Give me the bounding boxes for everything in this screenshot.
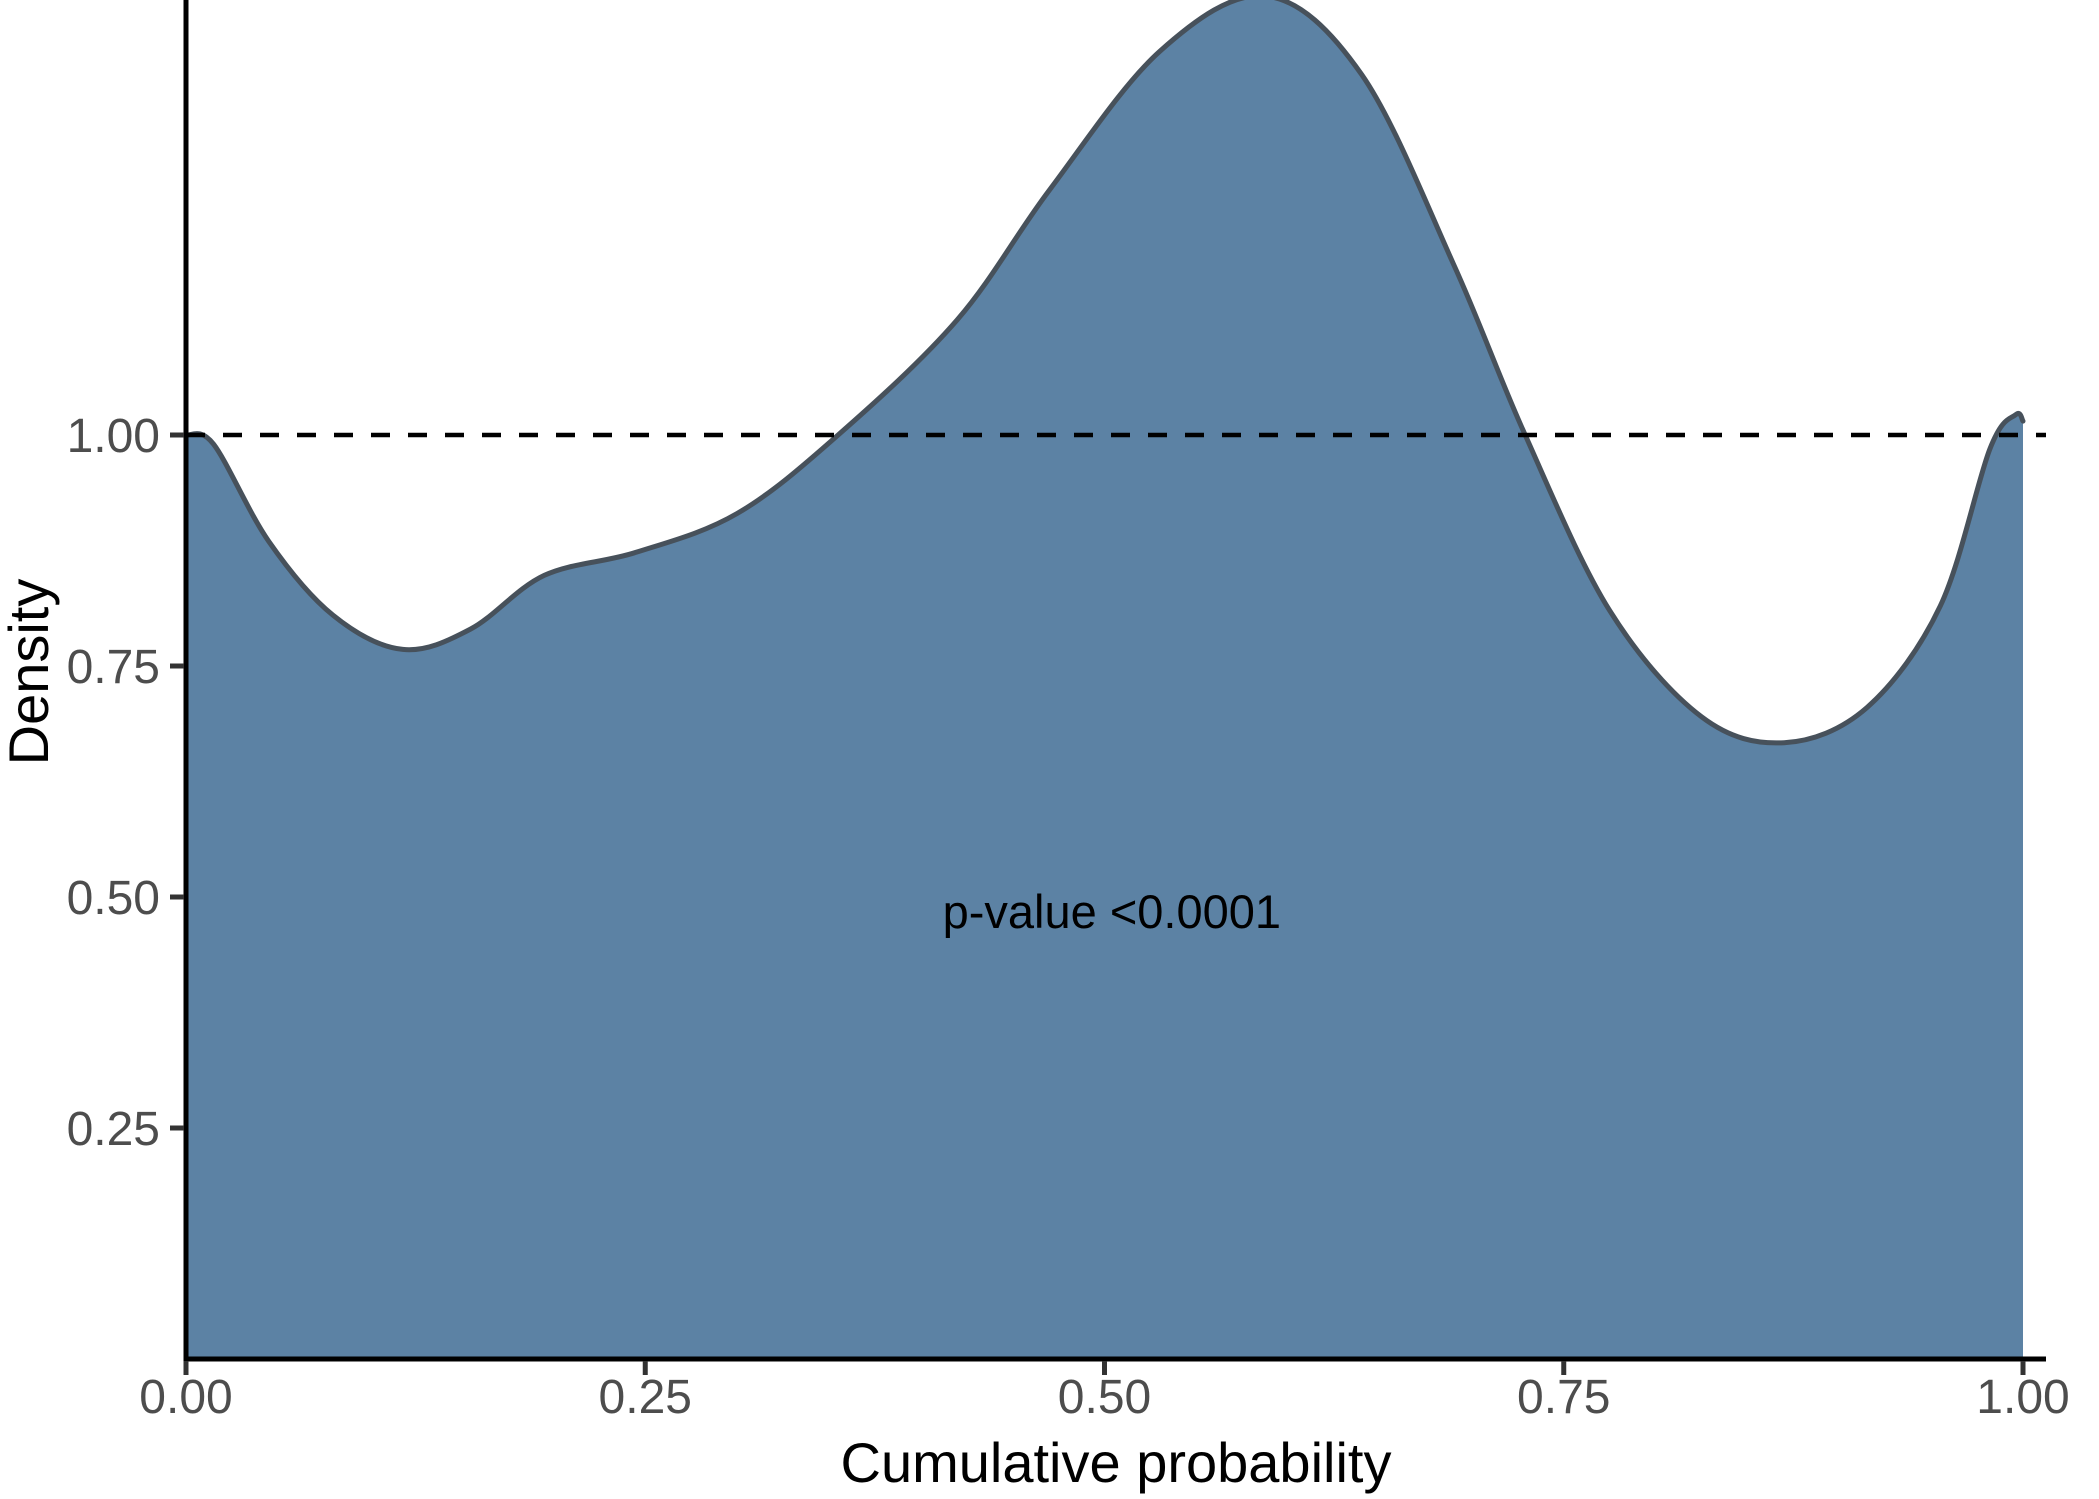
x-tick-label: 1.00 <box>1976 1371 2069 1424</box>
p-value-annotation: p-value <0.0001 <box>943 885 1281 938</box>
density-curve-outline <box>183 0 2026 746</box>
x-tick-label: 0.00 <box>139 1371 232 1424</box>
x-tick-label: 0.50 <box>1058 1371 1151 1424</box>
x-tick-label: 0.25 <box>599 1371 692 1424</box>
x-axis-title: Cumulative probability <box>841 1431 1392 1494</box>
y-tick-label: 0.25 <box>67 1103 160 1156</box>
x-tick-label: 0.75 <box>1517 1371 1610 1424</box>
y-tick-label: 0.50 <box>67 872 160 925</box>
y-axis-ticks: 0.25 0.50 0.75 1.00 <box>67 410 184 1156</box>
y-tick-label: 0.75 <box>67 641 160 694</box>
y-tick-label: 1.00 <box>67 410 160 463</box>
density-area <box>186 0 2023 1359</box>
y-axis-title: Density <box>0 579 60 766</box>
x-axis-ticks: 0.00 0.25 0.50 0.75 1.00 <box>139 1361 2070 1424</box>
